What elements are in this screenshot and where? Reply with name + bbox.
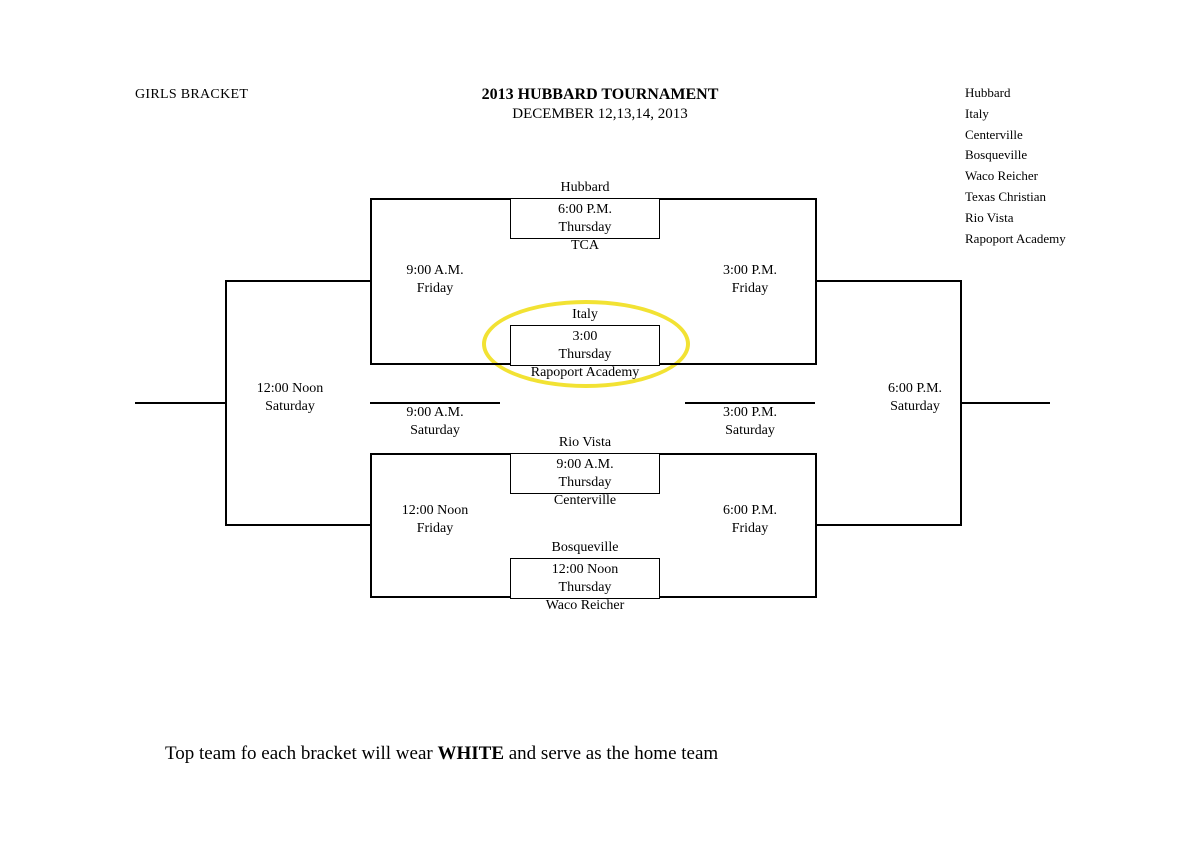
- game1-top-team: Hubbard: [510, 180, 660, 197]
- game3-day: Thursday: [511, 474, 659, 492]
- page-title: 2013 HUBBARD TOURNAMENT: [460, 85, 740, 104]
- game3-time: 9:00 A.M.: [511, 456, 659, 474]
- bracket-line: [370, 198, 372, 365]
- bracket-line: [370, 453, 510, 455]
- bracket-line: [225, 280, 370, 282]
- day-text: Saturday: [380, 422, 490, 440]
- day-text: Saturday: [860, 398, 970, 416]
- time-text: 6:00 P.M.: [860, 380, 970, 398]
- team-list-item: Waco Reicher: [965, 166, 1066, 187]
- team-list-item: Centerville: [965, 125, 1066, 146]
- bracket-label: GIRLS BRACKET: [135, 87, 248, 104]
- team-list-item: Texas Christian: [965, 187, 1066, 208]
- time-text: 9:00 A.M.: [380, 404, 490, 422]
- winner-semi-bot-label: 6:00 P.M. Friday: [695, 502, 805, 537]
- bracket-line: [225, 524, 370, 526]
- game4-bot-team: Waco Reicher: [510, 598, 660, 615]
- highlight-oval: [482, 300, 690, 388]
- bracket-line: [660, 198, 815, 200]
- note-post: and serve as the home team: [504, 743, 718, 764]
- day-text: Friday: [380, 520, 490, 538]
- time-text: 6:00 P.M.: [695, 502, 805, 520]
- bracket-line: [370, 596, 510, 598]
- bracket-line: [660, 596, 815, 598]
- day-text: Saturday: [235, 398, 345, 416]
- bracket-line: [370, 198, 510, 200]
- game3-top-team: Rio Vista: [510, 435, 660, 452]
- bracket-line: [815, 280, 960, 282]
- bracket-line: [960, 402, 1050, 404]
- game1-day: Thursday: [511, 219, 659, 237]
- bracket-line: [225, 280, 227, 526]
- game1-box: 6:00 P.M. Thursday: [510, 198, 660, 239]
- team-list-item: Italy: [965, 104, 1066, 125]
- time-text: 9:00 A.M.: [380, 262, 490, 280]
- time-text: 12:00 Noon: [380, 502, 490, 520]
- bracket-line: [370, 453, 372, 598]
- day-text: Friday: [380, 280, 490, 298]
- team-list-item: Rapoport Academy: [965, 229, 1066, 250]
- consolation-final-label: 12:00 Noon Saturday: [235, 380, 345, 415]
- game4-top-team: Bosqueville: [510, 540, 660, 557]
- game1-time: 6:00 P.M.: [511, 201, 659, 219]
- game3-box: 9:00 A.M. Thursday: [510, 453, 660, 494]
- team-list-item: Hubbard: [965, 83, 1066, 104]
- day-text: Saturday: [695, 422, 805, 440]
- game4-time: 12:00 Noon: [511, 561, 659, 579]
- time-text: 3:00 P.M.: [695, 262, 805, 280]
- team-list-item: Bosqueville: [965, 145, 1066, 166]
- bracket-line: [660, 453, 815, 455]
- team-list: Hubbard Italy Centerville Bosqueville Wa…: [965, 83, 1066, 249]
- bracket-line: [135, 402, 225, 404]
- time-text: 12:00 Noon: [235, 380, 345, 398]
- loser-semi-top-label: 9:00 A.M. Friday: [380, 262, 490, 297]
- note-bold: WHITE: [437, 743, 504, 764]
- bracket-line: [370, 363, 510, 365]
- game1-bot-team: TCA: [510, 238, 660, 255]
- third-left-label: 9:00 A.M. Saturday: [380, 404, 490, 439]
- third-right-label: 3:00 P.M. Saturday: [695, 404, 805, 439]
- game4-box: 12:00 Noon Thursday: [510, 558, 660, 599]
- day-text: Friday: [695, 520, 805, 538]
- loser-semi-bot-label: 12:00 Noon Friday: [380, 502, 490, 537]
- page-subtitle: DECEMBER 12,13,14, 2013: [460, 105, 740, 123]
- bracket-line: [660, 363, 815, 365]
- day-text: Friday: [695, 280, 805, 298]
- note-pre: Top team fo each bracket will wear: [165, 743, 437, 764]
- team-list-item: Rio Vista: [965, 208, 1066, 229]
- time-text: 3:00 P.M.: [695, 404, 805, 422]
- champ-label: 6:00 P.M. Saturday: [860, 380, 970, 415]
- bracket-line: [815, 524, 960, 526]
- game4-day: Thursday: [511, 579, 659, 597]
- winner-semi-top-label: 3:00 P.M. Friday: [695, 262, 805, 297]
- game3-bot-team: Centerville: [510, 493, 660, 510]
- footer-note: Top team fo each bracket will wear WHITE…: [165, 743, 718, 765]
